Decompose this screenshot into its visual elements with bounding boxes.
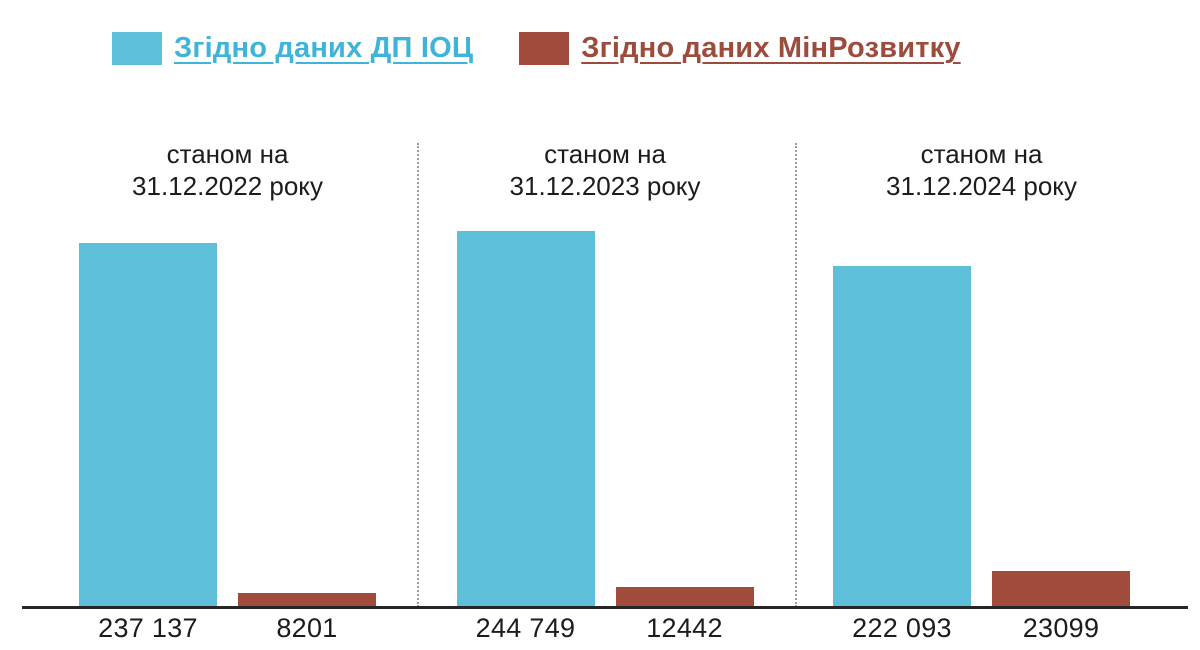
- group-header-line1: станом на: [544, 139, 666, 169]
- bars-2023: [420, 231, 790, 606]
- value-labels-2024: 222 093 23099: [798, 613, 1165, 644]
- bars-2022: [30, 243, 425, 606]
- bars-2024: [798, 266, 1165, 606]
- group-header-2022: станом на 31.12.2022 року: [30, 138, 425, 202]
- group-header-line1: станом на: [920, 139, 1043, 169]
- legend-item-minrozvytku[interactable]: Згідно даних МінРозвитку: [519, 32, 961, 65]
- bar-value-label: 23099: [1022, 613, 1100, 643]
- group-header-line2: 31.12.2024 року: [886, 171, 1077, 201]
- legend-swatch-blue-icon: [112, 32, 162, 65]
- group-header-line1: станом на: [166, 139, 289, 169]
- group-separator-2: [795, 143, 797, 607]
- bar-minrozvytku-2023: [615, 587, 754, 606]
- bar-minrozvytku-2024: [992, 571, 1130, 606]
- group-header-line2: 31.12.2023 року: [509, 171, 701, 201]
- bar-dp-ioc-2022: [79, 243, 217, 606]
- value-labels-2023: 244 749 12442: [420, 613, 790, 644]
- bar-minrozvytku-2022: [238, 593, 376, 606]
- group-2023: станом на 31.12.2023 року 244 749 12442: [420, 138, 790, 650]
- group-2024: станом на 31.12.2024 року 222 093 23099: [798, 138, 1165, 650]
- bar-value-label: 12442: [646, 613, 723, 643]
- x-axis-line: [22, 606, 1188, 609]
- bar-value-label: 237 137: [98, 613, 198, 643]
- value-labels-2022: 237 137 8201: [30, 613, 425, 644]
- legend-label-dp-ioc[interactable]: Згідно даних ДП ІОЦ: [174, 32, 474, 64]
- legend-swatch-red-icon: [519, 32, 570, 65]
- bar-value-label: 8201: [276, 613, 338, 643]
- bar-value-label: 244 749: [475, 613, 576, 643]
- chart-legend: Згідно даних ДП ІОЦ Згідно даних МінРозв…: [112, 32, 961, 65]
- legend-item-dp-ioc[interactable]: Згідно даних ДП ІОЦ: [112, 32, 473, 65]
- legend-label-minrozvytku[interactable]: Згідно даних МінРозвитку: [581, 32, 961, 64]
- bar-value-label: 222 093: [852, 613, 952, 643]
- bar-dp-ioc-2023: [456, 231, 595, 606]
- bar-dp-ioc-2024: [833, 266, 971, 606]
- group-separator-1: [417, 143, 419, 607]
- group-header-2023: станом на 31.12.2023 року: [420, 138, 790, 202]
- group-header-2024: станом на 31.12.2024 року: [798, 138, 1165, 202]
- group-2022: станом на 31.12.2022 року 237 137 8201: [30, 138, 425, 650]
- group-header-line2: 31.12.2022 року: [132, 171, 323, 201]
